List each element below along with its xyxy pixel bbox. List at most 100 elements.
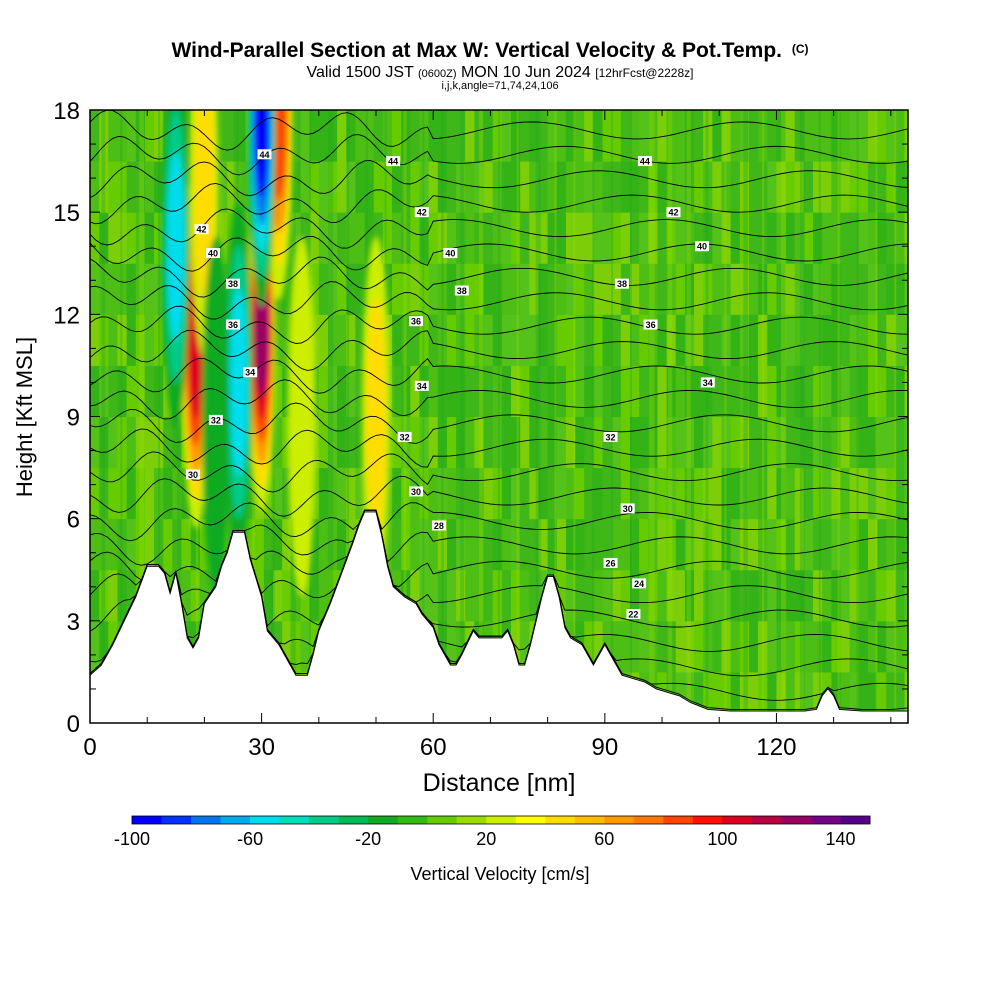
field-streak xyxy=(554,110,557,723)
field-cell xyxy=(639,161,649,213)
field-cell xyxy=(309,518,320,571)
field-cell xyxy=(840,620,851,673)
field-cell xyxy=(849,467,860,520)
field-cell xyxy=(813,671,823,723)
field-cell xyxy=(117,263,128,315)
field-cell xyxy=(904,263,908,315)
field-cell xyxy=(684,110,695,162)
field-cell xyxy=(218,161,228,213)
svg-text:44: 44 xyxy=(259,150,269,160)
field-cell xyxy=(364,161,375,213)
field-cell xyxy=(858,671,869,723)
field-cell xyxy=(748,110,759,162)
field-cell xyxy=(520,467,530,520)
field-cell xyxy=(547,365,558,417)
field-cell xyxy=(501,110,512,162)
field-cell xyxy=(483,161,494,213)
theta-contour-label: 30 xyxy=(185,469,200,480)
field-cell xyxy=(520,365,530,417)
field-cell xyxy=(90,416,100,469)
field-cell xyxy=(273,569,283,622)
field-cell xyxy=(318,416,329,469)
field-cell xyxy=(135,263,146,315)
field-cell xyxy=(831,263,842,315)
field-cell xyxy=(813,518,823,571)
field-cell xyxy=(236,110,247,162)
field-streak xyxy=(799,110,805,723)
field-cell xyxy=(575,365,585,417)
svg-text:32: 32 xyxy=(211,415,221,425)
field-cell xyxy=(831,620,842,673)
field-cell xyxy=(117,569,128,622)
field-cell xyxy=(282,314,292,366)
field-cell xyxy=(410,212,420,264)
field-cell xyxy=(99,620,109,673)
theta-contour-line xyxy=(90,475,908,517)
field-cell xyxy=(858,365,869,417)
field-cell xyxy=(684,314,695,366)
field-cell xyxy=(730,365,741,417)
theta-contour-label: 38 xyxy=(454,285,469,296)
field-cell xyxy=(611,467,622,520)
field-cell xyxy=(446,161,457,213)
field-cell xyxy=(703,212,713,264)
field-cell xyxy=(373,110,384,162)
colorbar-swatch xyxy=(220,816,251,824)
field-cell xyxy=(154,212,164,264)
field-cell xyxy=(337,314,347,366)
field-cell xyxy=(858,212,869,264)
field-cell xyxy=(373,212,384,264)
field-streak xyxy=(818,110,821,723)
colorbar-swatch xyxy=(161,816,192,824)
field-cell xyxy=(867,620,878,673)
field-cell xyxy=(465,212,475,264)
field-cell xyxy=(556,518,567,571)
field-cell xyxy=(840,671,851,723)
svg-text:40: 40 xyxy=(208,249,218,259)
field-cell xyxy=(840,518,851,571)
field-cell xyxy=(282,620,292,673)
theta-contour-line xyxy=(90,281,908,320)
field-cell xyxy=(392,416,402,469)
field-cell xyxy=(620,518,631,571)
field-cell xyxy=(282,263,292,315)
field-cell xyxy=(629,569,640,622)
field-cell xyxy=(785,671,796,723)
field-cell xyxy=(483,263,494,315)
field-cell xyxy=(501,518,512,571)
field-streak xyxy=(535,110,541,723)
field-cell xyxy=(401,518,411,571)
colorbar-tick-label: 140 xyxy=(825,829,855,849)
field-cell xyxy=(392,161,402,213)
field-cell xyxy=(639,416,649,469)
field-cell xyxy=(327,161,338,213)
field-cell xyxy=(547,263,558,315)
field-cell xyxy=(337,263,347,315)
field-cell xyxy=(565,263,576,315)
field-cell xyxy=(511,110,521,162)
field-cell xyxy=(90,161,100,213)
svg-text:34: 34 xyxy=(703,378,713,388)
field-cell xyxy=(803,569,814,622)
field-cell xyxy=(327,263,338,315)
field-cell xyxy=(721,161,732,213)
field-cell xyxy=(666,365,677,417)
field-cell xyxy=(401,212,411,264)
field-cell xyxy=(108,161,118,213)
field-cell xyxy=(318,518,329,571)
field-cell xyxy=(392,467,402,520)
field-cell xyxy=(684,212,695,264)
field-cell xyxy=(547,212,558,264)
field-cell xyxy=(529,416,539,469)
field-cell xyxy=(867,263,878,315)
field-cell xyxy=(739,110,750,162)
field-cell xyxy=(144,212,155,264)
field-cell xyxy=(364,212,375,264)
field-cell xyxy=(904,569,908,622)
field-cell xyxy=(703,620,713,673)
field-cell xyxy=(611,161,622,213)
svg-text:44: 44 xyxy=(640,157,650,167)
field-cell xyxy=(904,518,908,571)
field-cell xyxy=(758,263,768,315)
